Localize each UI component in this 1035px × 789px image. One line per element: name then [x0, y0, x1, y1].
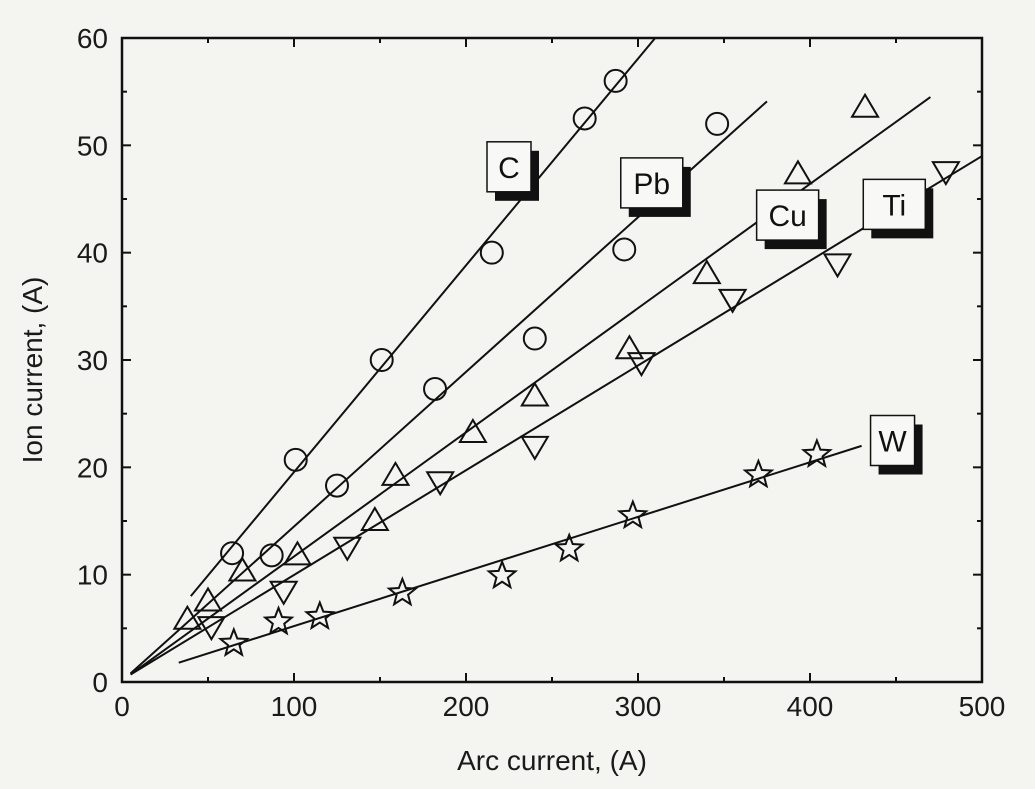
series-tag-ti: Ti — [862, 178, 934, 239]
marker-cu — [193, 586, 223, 612]
marker-ti — [626, 352, 657, 378]
y-tick-label: 20 — [77, 452, 108, 483]
marker-cu — [458, 418, 488, 443]
series-tag-box — [486, 141, 532, 193]
series-tag-text: Pb — [633, 168, 670, 201]
marker-w — [742, 458, 775, 489]
x-tick-label: 200 — [443, 691, 490, 722]
series-tag-text: W — [878, 426, 907, 459]
marker-w — [553, 532, 586, 563]
marker-c — [423, 376, 448, 401]
marker-cu — [783, 159, 813, 185]
series-tag-cu: Cu — [755, 189, 827, 250]
x-axis-label: Arc current, (A) — [457, 745, 647, 776]
marker-w — [486, 558, 519, 590]
marker-c — [259, 543, 284, 568]
series-tag-pb: Pb — [620, 157, 691, 217]
marker-w — [616, 498, 649, 530]
series-tag-text: Cu — [768, 200, 806, 233]
x-tick-label: 300 — [615, 691, 662, 722]
series-tag-w: W — [869, 414, 923, 475]
marker-w — [303, 599, 336, 631]
marker-c — [325, 473, 349, 498]
marker-w — [262, 605, 295, 636]
marker-pb — [705, 111, 730, 136]
marker-c — [220, 541, 245, 566]
x-tick-label: 0 — [114, 691, 130, 722]
fit-line-ti — [130, 155, 983, 676]
series-tag-text: Ti — [882, 189, 906, 222]
tick-labels: 0 100 200 300 400 500 0 10 20 30 40 50 60 — [77, 23, 1006, 722]
marker-ti — [332, 536, 363, 562]
marker-ti — [268, 580, 299, 606]
marker-cu — [380, 460, 411, 486]
marker-cu — [360, 506, 390, 531]
x-tick-label: 100 — [271, 691, 318, 722]
marker-ti — [196, 616, 227, 642]
marker-cu — [692, 259, 722, 285]
marker-cu — [614, 334, 645, 360]
y-tick-label: 40 — [77, 238, 108, 269]
y-tick-label: 50 — [77, 130, 108, 161]
x-tick-label: 500 — [959, 691, 1006, 722]
axis-ticks — [121, 37, 983, 683]
y-tick-label: 30 — [77, 345, 108, 376]
marker-ti — [822, 253, 853, 279]
marker-c — [522, 326, 547, 351]
series-labels: C Pb Cu Ti W — [486, 141, 934, 475]
marker-c — [283, 447, 308, 472]
marker-cu — [282, 540, 313, 566]
fit-line-c — [190, 37, 656, 597]
data-points — [172, 68, 961, 657]
y-tick-label: 60 — [77, 23, 108, 54]
y-axis-label: Ion current, (A) — [17, 277, 48, 464]
marker-cu — [172, 604, 203, 630]
marker-cu — [850, 92, 880, 118]
marker-w — [217, 626, 250, 657]
series-tag-box — [755, 189, 820, 241]
marker-c — [369, 348, 394, 372]
marker-ti — [931, 161, 961, 187]
x-tick-label: 400 — [787, 691, 834, 722]
y-tick-label: 0 — [92, 667, 108, 698]
marker-c — [572, 106, 597, 131]
marker-w — [800, 437, 833, 469]
y-tick-label: 10 — [77, 560, 108, 591]
marker-cu — [520, 381, 550, 407]
marker-ti — [425, 471, 455, 497]
marker-pb — [612, 237, 637, 262]
marker-w — [386, 576, 419, 607]
marker-c — [479, 240, 504, 265]
series-tag-box — [869, 414, 916, 467]
series-tag-text: C — [498, 152, 520, 185]
marker-cu — [227, 556, 258, 582]
series-tag-box — [862, 178, 927, 231]
fit-line-w — [178, 444, 862, 664]
marker-ti — [717, 288, 748, 314]
series-tag-box — [620, 157, 684, 209]
marker-ti — [520, 435, 550, 461]
series-tag-c: C — [486, 141, 539, 201]
marker-c — [603, 68, 628, 93]
